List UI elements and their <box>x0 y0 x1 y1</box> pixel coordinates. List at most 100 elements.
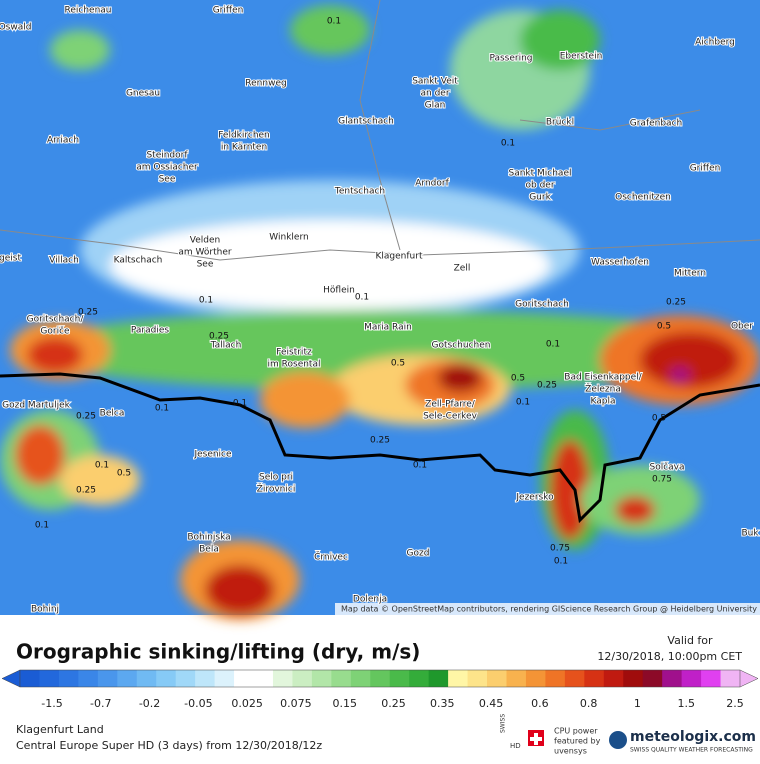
place-label: Aichberg <box>695 38 735 48</box>
place-label: am Ossiacher <box>136 163 198 173</box>
valid-label: Valid for <box>667 634 713 647</box>
place-label: Sele-Cerkev <box>423 412 477 422</box>
contour-label: 0.1 <box>199 296 213 306</box>
place-label: Grafenbach <box>630 119 682 129</box>
place-label: Selo pri <box>259 473 293 483</box>
valid-time: 12/30/2018, 10:00pm CET <box>597 650 742 663</box>
place-label: Paradies <box>131 326 170 336</box>
colorbar-cell <box>448 670 469 687</box>
contour-label: 0.75 <box>652 475 672 485</box>
colorbar-arrow-right <box>739 669 759 688</box>
place-label: Arndorf <box>415 179 449 189</box>
colorbar-cell <box>389 670 410 687</box>
place-label: ob der <box>525 181 554 191</box>
place-label: Kapla <box>591 397 616 407</box>
place-label: Železna <box>585 383 621 395</box>
colorbar-cell <box>331 670 352 687</box>
place-label: Feldkirchen <box>218 131 270 141</box>
place-label: Gozd <box>407 549 430 559</box>
colorbar-cell <box>428 670 449 687</box>
colorbar-cell <box>58 670 79 687</box>
place-label: in Kärnten <box>221 143 267 153</box>
contour-label: 0.1 <box>95 461 109 471</box>
colorbar-cell <box>156 670 177 687</box>
colorbar-cell <box>701 670 722 687</box>
place-label: Oschenitzen <box>615 193 671 203</box>
colorbar-cell <box>467 670 488 687</box>
place-label: Wasserhofen <box>591 258 649 268</box>
colorbar-label: -0.05 <box>184 697 212 710</box>
colorbar-cell <box>506 670 527 687</box>
place-label: Klagenfurt <box>376 252 423 262</box>
colorbar-cell <box>409 670 430 687</box>
colorbar-cell <box>272 670 293 687</box>
colorbar-cell <box>487 670 507 687</box>
colorbar-cell <box>623 670 644 687</box>
colorbar-label: -0.7 <box>90 697 111 710</box>
place-label: Buk <box>741 529 759 539</box>
colorbar-label: 1.5 <box>677 697 695 710</box>
colorbar-label: -1.5 <box>41 697 62 710</box>
place-label: Glantschach <box>338 117 394 127</box>
colorbar-cell <box>642 670 663 687</box>
contour-label: 0.25 <box>78 308 98 318</box>
place-label: Feistritz <box>276 348 312 358</box>
place-label: Eberstein <box>560 52 603 62</box>
contour-label: 0.1 <box>155 404 169 414</box>
place-label: Maria Rain <box>364 323 412 333</box>
colorbar-label: 0.25 <box>381 697 406 710</box>
contour-label: 0.1 <box>546 340 560 350</box>
colorbar-label: 0.15 <box>332 697 357 710</box>
colorbar-label: 2.5 <box>726 697 744 710</box>
place-label: Goriče <box>40 326 70 337</box>
colorbar-cell <box>195 670 216 687</box>
contour-label: 0.5 <box>657 322 671 332</box>
colorbar-cell <box>117 670 138 687</box>
place-label: Tentschach <box>334 187 385 197</box>
colorbar-cell <box>78 670 99 687</box>
contour-label: 0.1 <box>501 139 515 149</box>
place-label: Sankt Michael <box>508 169 571 179</box>
contour-labels: 0.1 0.1 0.1 0.1 0.25 0.25 0.5 0.5 0.25 0.5 0.25 0.1… <box>35 17 686 567</box>
colorbar-cell <box>662 670 683 687</box>
contour-label: 0.25 <box>666 298 686 308</box>
place-label: Passering <box>489 54 532 64</box>
swiss-label: SWISS <box>500 714 507 733</box>
colorbar-cell <box>564 670 585 687</box>
place-label: See <box>159 175 176 185</box>
place-label: Belca <box>100 409 125 419</box>
place-label: Villach <box>49 256 79 266</box>
colorbar-cell <box>720 670 741 687</box>
colorbar-cell <box>603 670 624 687</box>
place-label: Griffen <box>690 164 721 174</box>
colorbar-cell <box>214 670 235 687</box>
place-label: Bad Eisenkappel/ <box>564 373 642 383</box>
colorbar-cell <box>175 670 196 687</box>
contour-label: 0.1 <box>327 17 341 27</box>
place-label: Gurk <box>529 193 551 203</box>
colorbar-cell <box>525 670 546 687</box>
colorbar: -1.5 -0.7 -0.2 -0.05 0.025 0.075 0.15 0.25 0.35 0… <box>1 669 759 710</box>
place-label: Žirovnici <box>257 483 296 495</box>
place-label: Črnivec <box>314 551 348 563</box>
place-label: Sankt Veit <box>412 77 458 87</box>
place-label: geist <box>0 254 21 264</box>
contour-label: 0.75 <box>550 544 570 554</box>
contour-label: 0.1 <box>35 521 49 531</box>
colorbar-cell <box>253 670 274 687</box>
contour-label: 0.5 <box>511 374 525 384</box>
place-label: Brückl <box>546 118 574 128</box>
place-label: See <box>197 260 214 270</box>
place-label: Arriach <box>47 136 79 146</box>
colorbar-label: 0.025 <box>231 697 263 710</box>
colorbar-arrow-left <box>1 669 21 688</box>
contour-label: 0.25 <box>537 381 557 391</box>
place-label: Zell-Pfarre/ <box>425 400 476 410</box>
title: Orographic sinking/lifting (dry, m/s) <box>16 640 420 664</box>
colorbar-cell <box>97 670 118 687</box>
place-label: Gnesau <box>126 89 160 99</box>
colorbar-cell <box>234 670 255 687</box>
place-label: Höflein <box>323 286 355 296</box>
place-label: Gozd Martuljek <box>2 401 71 411</box>
